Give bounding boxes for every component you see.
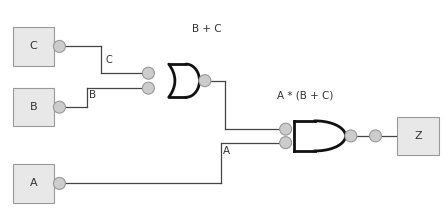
Text: C: C <box>105 55 112 65</box>
Text: A: A <box>223 146 230 156</box>
Circle shape <box>54 101 65 113</box>
Circle shape <box>345 130 357 142</box>
Text: Z: Z <box>414 131 422 141</box>
Circle shape <box>143 67 154 79</box>
Text: A: A <box>30 178 38 189</box>
Circle shape <box>199 75 211 87</box>
FancyBboxPatch shape <box>13 27 54 66</box>
Circle shape <box>370 130 381 142</box>
Text: A * (B + C): A * (B + C) <box>277 90 333 100</box>
Text: B: B <box>30 102 38 112</box>
FancyBboxPatch shape <box>397 117 439 155</box>
Text: C: C <box>30 41 38 51</box>
Circle shape <box>54 40 65 52</box>
FancyBboxPatch shape <box>13 88 54 126</box>
Circle shape <box>54 177 65 189</box>
Circle shape <box>280 137 291 149</box>
Circle shape <box>280 123 291 135</box>
FancyBboxPatch shape <box>13 164 54 203</box>
Text: B: B <box>89 90 97 100</box>
Circle shape <box>143 82 154 94</box>
Text: B + C: B + C <box>192 24 222 34</box>
